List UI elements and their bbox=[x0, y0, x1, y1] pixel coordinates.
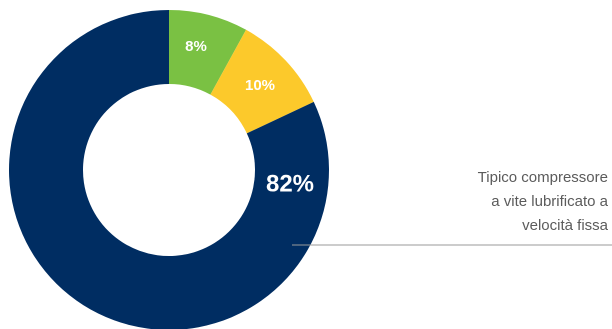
slice-label-82pct: 82% bbox=[266, 170, 314, 197]
annotation-line-3: velocità fissa bbox=[522, 217, 609, 234]
donut-slice-8pct bbox=[169, 10, 247, 95]
annotation-line-1: Tipico compressore bbox=[478, 169, 608, 186]
slice-labels: 8% 10% 82% bbox=[185, 38, 314, 197]
donut-slice-10pct bbox=[210, 29, 314, 134]
annotation-line-2: a vite lubrificato a bbox=[491, 193, 608, 210]
slice-label-8pct: 8% bbox=[185, 38, 207, 55]
slice-label-10pct: 10% bbox=[245, 77, 275, 94]
donut-slice-82pct bbox=[9, 10, 329, 329]
donut-slices bbox=[9, 10, 329, 329]
